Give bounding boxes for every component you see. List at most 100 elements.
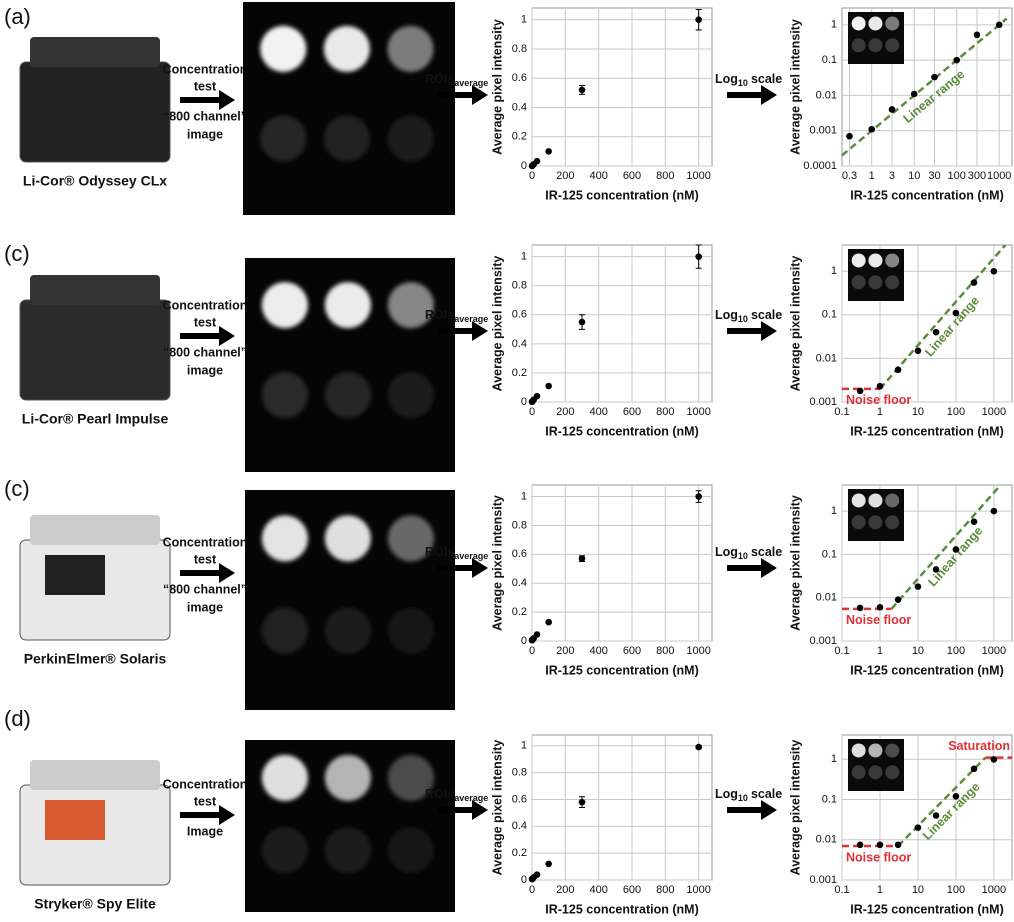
roi-spot [387,371,434,418]
data-point [868,125,876,133]
x-tick-label: 600 [623,170,641,182]
roi-spot [324,371,371,418]
inset-spot [868,253,883,268]
arrow-head [472,321,488,341]
annotation-label: Noise floor [846,393,911,407]
x-tick-label: 0.1 [834,645,849,657]
step-text: ROIsaverage [425,787,488,803]
step-text: Log [715,72,738,86]
data-point [578,555,586,562]
data-point [952,793,960,800]
data-point [952,309,960,317]
inset-spot [868,38,883,53]
roi-spot [261,371,308,418]
data-point [545,860,552,868]
step-text: image [187,600,223,614]
inset [848,489,904,541]
x-axis-label: IR-125 concentration (nM) [850,663,1004,677]
x-tick-label: 1 [869,170,875,182]
inset-spot [868,16,883,31]
inset-spot [851,253,866,268]
step-text: Log10 scale [715,308,782,324]
inset-spot [885,253,900,268]
y-tick-label: 0.01 [816,834,837,846]
x-axis-label: IR-125 concentration (nM) [545,902,699,916]
x-tick-label: 1 [877,645,883,657]
y-tick-label: 0.2 [512,367,527,379]
x-tick-label: 100 [948,170,966,182]
device-screen [45,800,105,840]
y-tick-label: 0 [521,160,527,172]
x-tick-label: 0.1 [834,884,849,896]
data-point [695,493,702,500]
arrow-head [761,321,777,341]
arrow-head [761,85,777,105]
panel-label: (a) [4,4,31,29]
panel-label: (d) [4,706,31,731]
data-point [932,812,940,819]
step-text: ROIs [425,545,454,559]
data-point [990,267,998,275]
arrow-head [219,90,235,110]
step-subscript: 10 [738,78,748,88]
y-tick-label: 0.8 [512,43,527,55]
inset [848,12,904,64]
inset-spot [885,38,900,53]
x-tick-label: 10 [908,170,920,182]
data-point [695,253,702,260]
x-tick-label: 1 [877,406,883,418]
inset-spot [885,515,900,530]
panel-label: (c) [4,476,30,501]
step-text: Log10 scale [715,787,782,803]
roi-spot [387,754,434,801]
data-point [695,16,702,24]
step-text: “800 channel” [163,345,247,359]
step-text: Concentration [163,298,248,312]
data-point [856,387,864,395]
x-tick-label: 600 [623,406,641,418]
x-tick-label: 0 [529,406,535,418]
roi-spot [387,515,434,562]
inset-spot [851,16,866,31]
step-text: ROIs [425,308,454,322]
data-point [533,157,541,165]
step-subscript: average [454,78,488,88]
x-tick-label: 800 [656,645,674,657]
y-tick-label: 1 [521,740,527,752]
arrow-head [219,326,235,346]
data-point [876,841,884,849]
data-point [888,106,896,113]
y-axis-label: Average pixel intensity [788,256,802,392]
roi-spot [387,282,434,329]
arrow-head [219,805,235,825]
arrow-head [472,85,488,105]
y-tick-label: 1 [521,251,527,263]
inset-spot [868,275,883,290]
roi-spot [387,827,434,874]
inset-spot [885,16,900,31]
x-tick-label: 400 [589,884,607,896]
x-tick-label: 200 [556,170,574,182]
inset-spot [885,275,900,290]
x-tick-label: 300 [968,170,986,182]
data-point [970,279,978,286]
roi-spot [261,515,308,562]
y-tick-label: 0.1 [822,793,837,805]
inset-spot [851,38,866,53]
data-point [533,871,541,878]
inset-spot [868,493,883,508]
data-point [970,765,978,773]
roi-spots [260,25,434,162]
annotation-line [897,756,987,847]
annotation-line [879,244,1007,390]
data-point [578,798,586,806]
y-axis-label: Average pixel intensity [788,495,802,631]
step-text: test [194,315,217,329]
step-text: ROIsaverage [425,308,488,324]
step-text: ROIs [425,72,454,86]
y-tick-label: 0.01 [816,89,837,101]
step-text: test [194,794,217,808]
step-text: image [187,127,223,141]
device-top [30,760,160,790]
device-name: Li-Cor® Odyssey CLx [23,173,167,189]
